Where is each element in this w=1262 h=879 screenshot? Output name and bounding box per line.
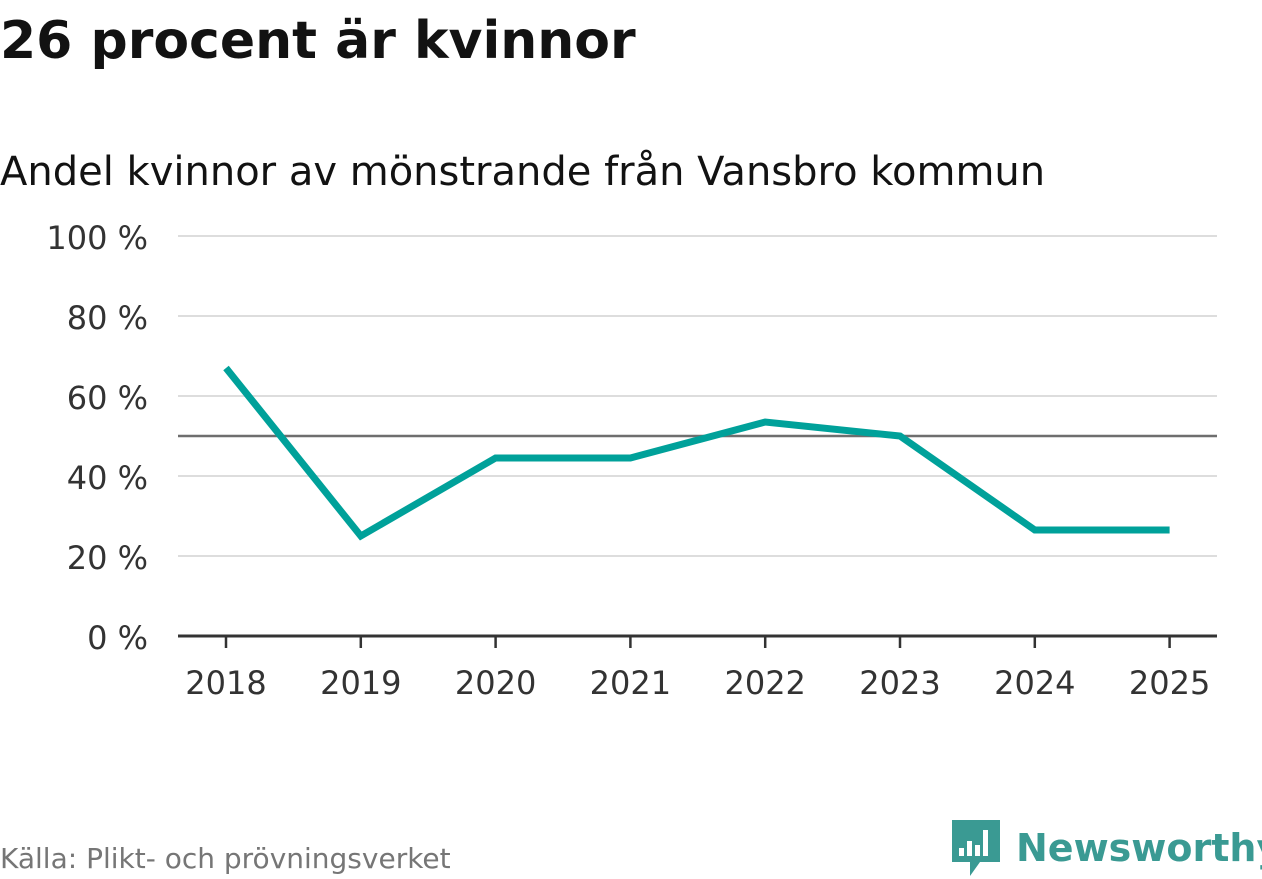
source-note: Källa: Plikt- och prövningsverket [0, 842, 451, 875]
x-tick-label: 2023 [859, 664, 940, 702]
chart-subtitle: Andel kvinnor av mönstrande från Vansbro… [0, 149, 1046, 195]
y-tick-label: 100 % [46, 219, 148, 257]
y-tick-label: 60 % [67, 379, 148, 417]
y-tick-label: 80 % [67, 299, 148, 337]
y-tick-label: 0 % [87, 619, 148, 657]
x-tick-label: 2019 [320, 664, 401, 702]
series-line [223, 365, 1170, 541]
newsworthy-logo: Newsworthy [950, 818, 1262, 878]
brand-name: Newsworthy [1016, 826, 1262, 870]
x-tick-label: 2022 [724, 664, 805, 702]
y-tick-label: 40 % [67, 459, 148, 497]
x-tick-label: 2025 [1129, 664, 1210, 702]
x-tick-label: 2018 [185, 664, 266, 702]
x-tick-label: 2024 [994, 664, 1075, 702]
y-tick-label: 20 % [67, 539, 148, 577]
chart-title: 26 procent är kvinnor [0, 11, 636, 71]
x-tick-label: 2020 [455, 664, 536, 702]
bar-chart-speech-icon [952, 820, 1000, 876]
line-chart: 0 % 20 % 40 % 60 % 80 % 100 % 2018 2019 2020 2021… [46, 219, 1217, 702]
x-tick-label: 2021 [590, 664, 671, 702]
